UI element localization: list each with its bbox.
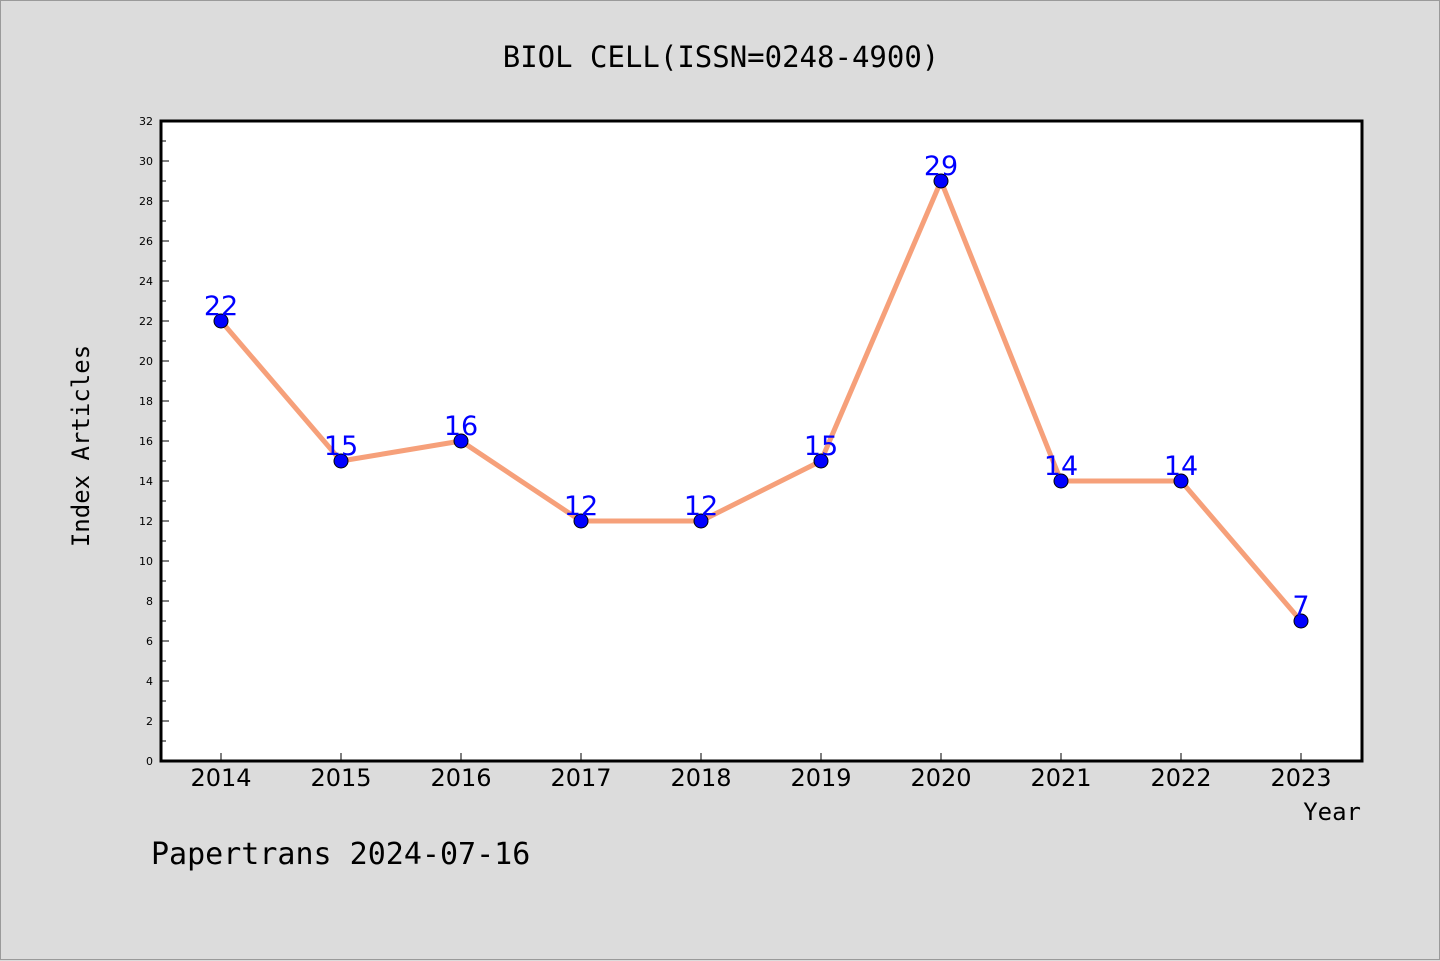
- data-label: 22: [204, 291, 238, 322]
- x-axis-label: Year: [1303, 798, 1361, 826]
- y-tick-label: 8: [146, 595, 153, 608]
- data-point-marker: [1173, 473, 1189, 489]
- data-point-marker: [813, 453, 829, 469]
- x-tick-label: 2017: [550, 764, 611, 792]
- y-tick-label: 28: [139, 195, 153, 208]
- x-tick-label: 2023: [1270, 764, 1331, 792]
- x-tick-label: 2018: [670, 764, 731, 792]
- y-tick-label: 22: [139, 315, 153, 328]
- data-point-marker: [693, 513, 709, 529]
- data-label: 12: [684, 491, 718, 522]
- y-tick-label: 2: [146, 715, 153, 728]
- y-tick-label: 14: [139, 475, 153, 488]
- data-label: 14: [1164, 451, 1198, 482]
- x-tick-label: 2019: [790, 764, 851, 792]
- data-point-marker: [1053, 473, 1069, 489]
- x-tick-label: 2020: [910, 764, 971, 792]
- x-tick-label: 2022: [1150, 764, 1211, 792]
- y-axis-label: Index Articles: [67, 345, 95, 547]
- x-tick-label: 2021: [1030, 764, 1091, 792]
- data-point-marker: [333, 453, 349, 469]
- data-point-marker: [453, 433, 469, 449]
- x-tick-label: 2015: [310, 764, 371, 792]
- y-tick-label: 32: [139, 115, 153, 128]
- y-tick-label: 24: [139, 275, 153, 288]
- data-point-marker: [213, 313, 229, 329]
- y-tick-label: 4: [146, 675, 153, 688]
- x-tick-label: 2016: [430, 764, 491, 792]
- series-line: [219, 178, 1303, 623]
- y-tick-label: 16: [139, 435, 153, 448]
- y-tick-label: 6: [146, 635, 153, 648]
- data-label: 7: [1292, 591, 1309, 622]
- plot-area: [159, 119, 1364, 763]
- y-tick-label: 26: [139, 235, 153, 248]
- chart-title: BIOL CELL(ISSN=0248-4900): [503, 40, 940, 74]
- y-tick-label: 12: [139, 515, 153, 528]
- y-tick-label: 18: [139, 395, 153, 408]
- x-axis: 2014 2015 2016 2017 2018 2019 2020 2021 2022 2023: [190, 753, 1332, 792]
- data-label: 14: [1044, 451, 1078, 482]
- data-label: 15: [324, 431, 358, 462]
- y-tick-label: 10: [139, 555, 153, 568]
- data-label: 15: [804, 431, 838, 462]
- y-tick-label: 20: [139, 355, 153, 368]
- y-tick-label: 0: [146, 755, 153, 768]
- data-point-marker: [933, 173, 949, 189]
- footer-watermark: Papertrans 2024-07-16: [151, 837, 530, 872]
- data-point-marker: [1293, 613, 1309, 629]
- y-tick-label: 30: [139, 155, 153, 168]
- data-label: 12: [564, 491, 598, 522]
- data-point-marker: [573, 513, 589, 529]
- series-line-group: 22 15 16 12 12 15 29 14 14 7: [204, 151, 1310, 629]
- data-label: 16: [444, 411, 478, 442]
- data-label: 29: [924, 151, 958, 182]
- x-tick-label: 2014: [190, 764, 251, 792]
